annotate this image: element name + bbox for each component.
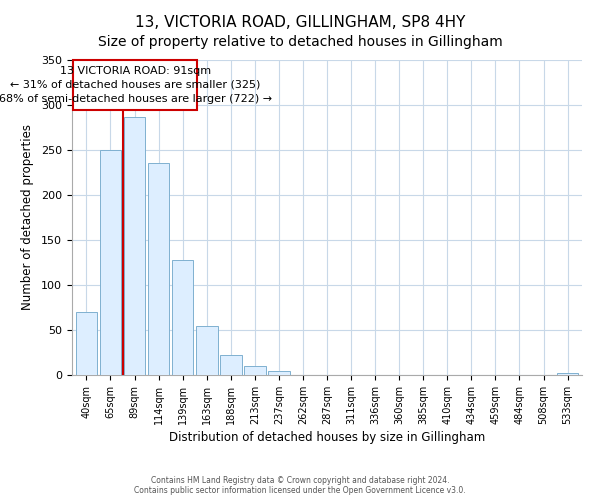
Text: 13, VICTORIA ROAD, GILLINGHAM, SP8 4HY: 13, VICTORIA ROAD, GILLINGHAM, SP8 4HY (135, 15, 465, 30)
Text: Size of property relative to detached houses in Gillingham: Size of property relative to detached ho… (98, 35, 502, 49)
Bar (124, 116, 145, 375)
X-axis label: Distribution of detached houses by size in Gillingham: Distribution of detached houses by size … (169, 431, 485, 444)
Bar (100, 150, 121, 375)
Bar (268, 370, 290, 375)
Y-axis label: Number of detached properties: Number of detached properties (21, 124, 34, 310)
Bar (244, 366, 266, 375)
Bar (172, 260, 193, 375)
Text: Contains HM Land Registry data © Crown copyright and database right 2024.
Contai: Contains HM Land Registry data © Crown c… (134, 476, 466, 495)
Bar (76, 312, 97, 375)
Text: 13 VICTORIA ROAD: 91sqm
← 31% of detached houses are smaller (325)
68% of semi-d: 13 VICTORIA ROAD: 91sqm ← 31% of detache… (0, 66, 272, 104)
FancyBboxPatch shape (73, 60, 197, 110)
Bar (196, 326, 218, 375)
Bar (148, 162, 169, 375)
Bar (557, 373, 578, 375)
Bar (220, 355, 242, 375)
